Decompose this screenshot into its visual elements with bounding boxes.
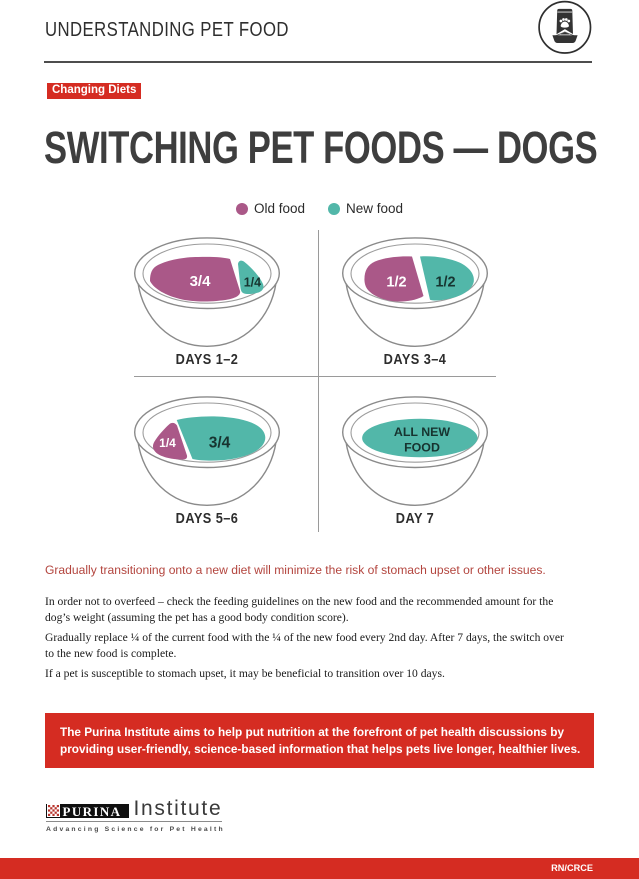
svg-text:3/4: 3/4 xyxy=(209,435,231,452)
svg-text:ALL NEW: ALL NEW xyxy=(394,425,451,439)
svg-text:FOOD: FOOD xyxy=(404,441,440,455)
svg-text:3/4: 3/4 xyxy=(190,273,212,290)
svg-text:1/4: 1/4 xyxy=(159,436,176,450)
svg-text:1/4: 1/4 xyxy=(244,276,261,290)
svg-text:1/2: 1/2 xyxy=(435,275,455,291)
svg-text:1/2: 1/2 xyxy=(386,275,406,291)
